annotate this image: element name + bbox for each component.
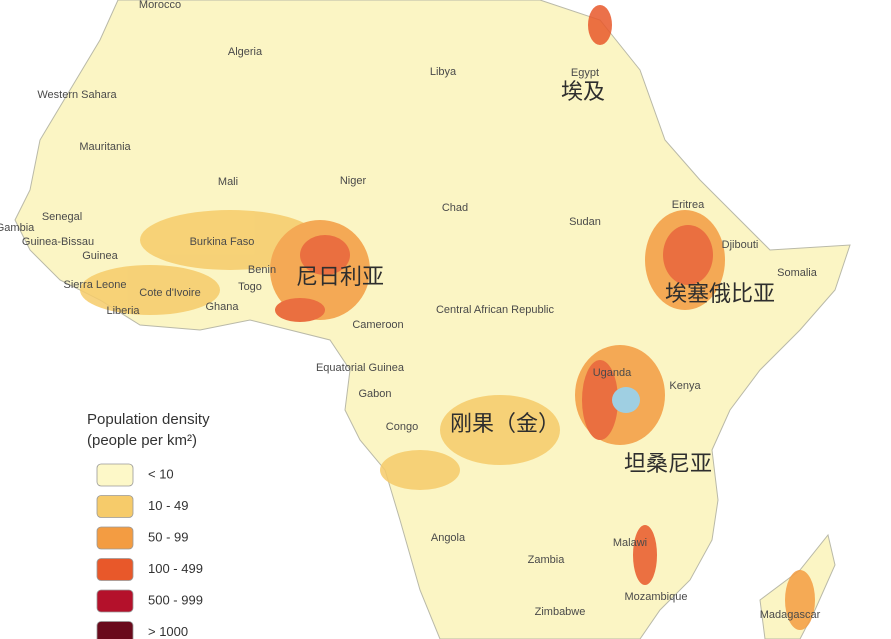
annotation: 尼日利亚 <box>296 265 384 290</box>
density-patch <box>633 525 657 585</box>
country-label: Zimbabwe <box>535 606 586 618</box>
legend: Population density (people per km²) < 10 10… <box>87 411 210 639</box>
country-label: Guinea-Bissau <box>22 236 94 248</box>
country-label: Malawi <box>613 537 647 549</box>
country-label: Kenya <box>669 380 701 392</box>
legend-label: 500 - 999 <box>148 592 203 607</box>
density-patch <box>582 360 618 440</box>
country-label: Sierra Leone <box>64 279 127 291</box>
country-label: Burkina Faso <box>190 236 255 248</box>
legend-label: 10 - 49 <box>148 498 188 513</box>
country-label: Guinea <box>82 250 118 262</box>
labels: Morocco Algeria Libya Egypt Western Sahara Ma… <box>0 0 821 621</box>
annotation: 刚果（金） <box>450 412 560 437</box>
density-patch <box>380 450 460 490</box>
country-label: Western Sahara <box>37 89 117 101</box>
country-label: Senegal <box>42 211 82 223</box>
legend-swatch <box>96 558 134 581</box>
country-label: Cameroon <box>352 319 403 331</box>
country-label: Morocco <box>139 0 181 11</box>
density-patch <box>275 298 325 322</box>
country-label: Eritrea <box>672 199 705 211</box>
legend-label: > 1000 <box>148 624 188 639</box>
density-patch <box>588 5 612 45</box>
country-label: Cote d'Ivoire <box>139 287 200 299</box>
africa-continent <box>14 0 851 639</box>
country-label: Equatorial Guinea <box>316 362 405 374</box>
country-label: Mauritania <box>79 141 131 153</box>
country-label: Togo <box>238 281 262 293</box>
density-patch <box>300 235 350 275</box>
country-label: Sudan <box>569 216 601 228</box>
density-patch <box>663 225 713 285</box>
country-label: Zambia <box>528 554 566 566</box>
country-label: Libya <box>430 66 457 78</box>
country-label: Gabon <box>358 388 391 400</box>
country-label: Djibouti <box>722 239 759 251</box>
legend-swatch <box>96 495 134 518</box>
density-patch <box>440 395 560 465</box>
legend-label: 100 - 499 <box>148 561 203 576</box>
density-patch <box>785 570 815 630</box>
legend-swatch <box>96 621 134 639</box>
legend-title: (people per km²) <box>87 432 197 449</box>
density-patches <box>80 5 815 630</box>
density-patch <box>80 265 220 315</box>
country-label: Somalia <box>777 267 818 279</box>
country-label: Mozambique <box>625 591 688 603</box>
country-label: Niger <box>340 175 367 187</box>
legend-label: 50 - 99 <box>148 529 188 544</box>
legend-swatch <box>96 589 134 613</box>
annotation: 埃塞俄比亚 <box>665 282 775 307</box>
country-label: Egypt <box>571 67 599 79</box>
country-label: Ghana <box>205 301 239 313</box>
country-label: Gambia <box>0 222 35 234</box>
country-label: Mali <box>218 176 238 188</box>
country-label: Central African Republic <box>436 304 555 316</box>
country-label: Congo <box>386 421 418 433</box>
legend-label: < 10 <box>148 466 174 481</box>
legend-swatch <box>96 526 134 550</box>
annotation: 埃及 <box>561 80 605 105</box>
annotation: 坦桑尼亚 <box>624 452 712 477</box>
country-label: Liberia <box>106 305 140 317</box>
country-label: Angola <box>431 532 466 544</box>
legend-swatch <box>96 463 134 487</box>
country-label: Algeria <box>228 46 263 58</box>
legend-title: Population density <box>87 411 210 428</box>
lake-victoria <box>612 387 640 413</box>
country-label: Chad <box>442 202 468 214</box>
country-label: Uganda <box>593 367 632 379</box>
country-label: Benin <box>248 264 276 276</box>
country-label: Madagascar <box>760 609 821 621</box>
